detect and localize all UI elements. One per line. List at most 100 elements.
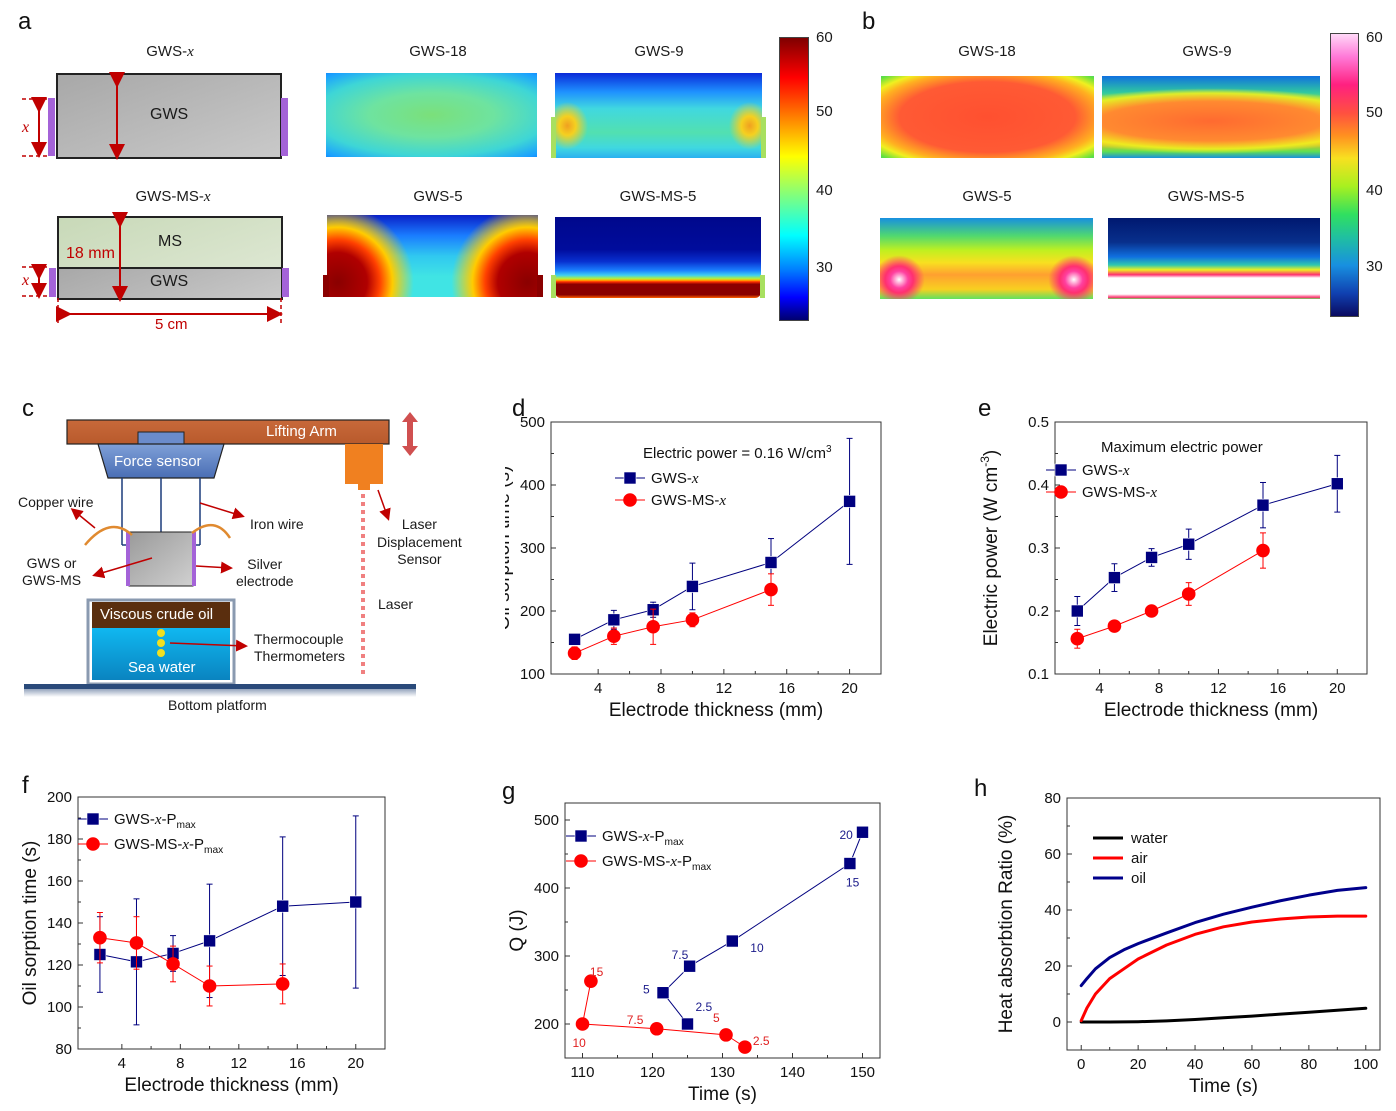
panel-label-e: e [978, 395, 992, 422]
copper-wire-label: Copper wire [18, 494, 94, 510]
series-line [99, 937, 284, 987]
point-label: 10 [750, 941, 764, 955]
x-tick-label: 16 [289, 1055, 306, 1072]
ms-layer-label: MS [158, 233, 182, 250]
legend-label: GWS-x-Pmax [114, 811, 196, 831]
colorbar-tick: 30 [816, 259, 833, 276]
y-tick-label: 60 [1044, 846, 1061, 863]
point-label: 10 [573, 1036, 587, 1050]
electrode-stub-right [761, 117, 766, 158]
point-label: 7.5 [627, 1013, 644, 1027]
x-tick-label: 4 [594, 680, 602, 697]
laser-label-line2: Displacement [377, 533, 462, 550]
x-tick-label: 8 [176, 1055, 184, 1072]
silver-electrode-right [281, 98, 288, 156]
data-point [843, 857, 857, 870]
thermal-title: GWS-18 [958, 43, 1016, 60]
plot-frame [1054, 421, 1368, 675]
x-tick-label: 12 [716, 680, 733, 697]
y-tick-label: 140 [47, 915, 72, 932]
laser-label-line1: Laser [401, 516, 437, 532]
chart-annotation: Electric power = 0.16 W/cm3 [643, 444, 832, 462]
series-line [1076, 550, 1264, 640]
data-point [1144, 604, 1159, 618]
legend-label: GWS-x-Pmax [602, 828, 684, 848]
data-point [93, 930, 107, 945]
data-point [202, 979, 217, 993]
simulation-map-gws-ms-5 [555, 217, 761, 298]
data-point [764, 582, 778, 597]
legend-label: oil [1131, 870, 1146, 887]
title-var: x [187, 44, 194, 60]
colorbar-tick: 60 [816, 29, 833, 46]
electrode-stub-left [551, 275, 556, 298]
data-point [686, 580, 699, 593]
data-point [764, 556, 778, 569]
x-dim-label: x [22, 272, 30, 289]
data-point [1107, 619, 1122, 633]
series-gws-ms-x: GWS-MS-x [1046, 484, 1270, 649]
y-axis-label: Oil sorption time (s) [20, 841, 41, 1006]
data-point [1070, 604, 1084, 618]
y-tick-label: 0.3 [1028, 540, 1049, 557]
panel-label-c: c [22, 395, 34, 422]
panel-label-a: a [18, 8, 32, 35]
y-tick-label: 80 [55, 1041, 72, 1058]
y-axis-label: Oil sorption time (s) [505, 466, 514, 631]
force-sensor [97, 443, 225, 479]
panel-label-g: g [502, 778, 516, 805]
x-tick-label: 110 [571, 1064, 595, 1081]
x-tick-label: 16 [1270, 680, 1287, 697]
data-point [129, 936, 144, 950]
panel-label-b: b [862, 8, 876, 35]
y-tick-label: 180 [47, 831, 72, 848]
map-title: GWS-5 [413, 188, 463, 205]
legend-label: GWS-x [1082, 462, 1130, 479]
thermal-title: GWS-9 [1182, 43, 1232, 60]
electrode-stub-right [760, 275, 765, 298]
legend-label: GWS-MS-x-Pmax [602, 853, 711, 873]
series-line [662, 831, 863, 1025]
data-point [567, 646, 582, 661]
data-point [86, 837, 100, 851]
schematic-gws-x-title: GWS-x [146, 43, 194, 61]
chart-g-q-vs-time: 110 120 130 140 150 200 300 400 500 Time (s) Q (J)… [507, 802, 881, 1105]
thermal-title: GWS-MS-5 [1167, 188, 1245, 205]
oil-layer-label: Viscous crude oil [100, 606, 214, 623]
title-prefix: GWS- [146, 43, 188, 60]
data-point [1182, 537, 1196, 551]
schematic-top-dimensions [22, 72, 125, 160]
x-tick-label: 8 [657, 680, 665, 697]
y-tick-label: 200 [47, 789, 72, 806]
thermal-image-gws-18 [881, 76, 1094, 158]
data-point [1070, 631, 1085, 646]
y-axis-label: Q (J) [507, 909, 528, 951]
y-tick-label: 120 [47, 957, 72, 974]
ms-layer [57, 216, 283, 269]
series-gws-ms-x: GWS-MS-x-Pmax [78, 836, 290, 1007]
silver-electrode-label: Silver electrode [236, 556, 294, 590]
legend-label: GWS-MS-x [1082, 484, 1157, 501]
sensor-mount [137, 431, 185, 445]
plot-frame [1066, 797, 1381, 1051]
data-point [856, 825, 869, 839]
y-tick-label: 200 [520, 603, 545, 620]
experimental-setup-diagram [24, 412, 418, 697]
point-label: 15 [590, 965, 604, 979]
series-oil: oil [1079, 870, 1368, 988]
series-gws-x: GWS-x [568, 437, 856, 646]
data-point [681, 1017, 694, 1031]
x-axis-label: Electrode thickness (mm) [1104, 700, 1318, 721]
colorbar-tick: 60 [1366, 29, 1383, 46]
y-axis-label: Electric power (W cm-3) [978, 450, 1002, 646]
data-point [275, 977, 290, 991]
viscous-crude-oil-layer [92, 602, 230, 628]
x-tick-label: 12 [1210, 680, 1227, 697]
x-tick-label: 100 [1353, 1056, 1378, 1073]
data-point [1054, 485, 1068, 499]
schematic-bottom-dimensions [22, 212, 283, 323]
y-tick-label: 500 [520, 414, 545, 431]
data-point [1181, 587, 1196, 601]
gws-block [56, 73, 282, 159]
